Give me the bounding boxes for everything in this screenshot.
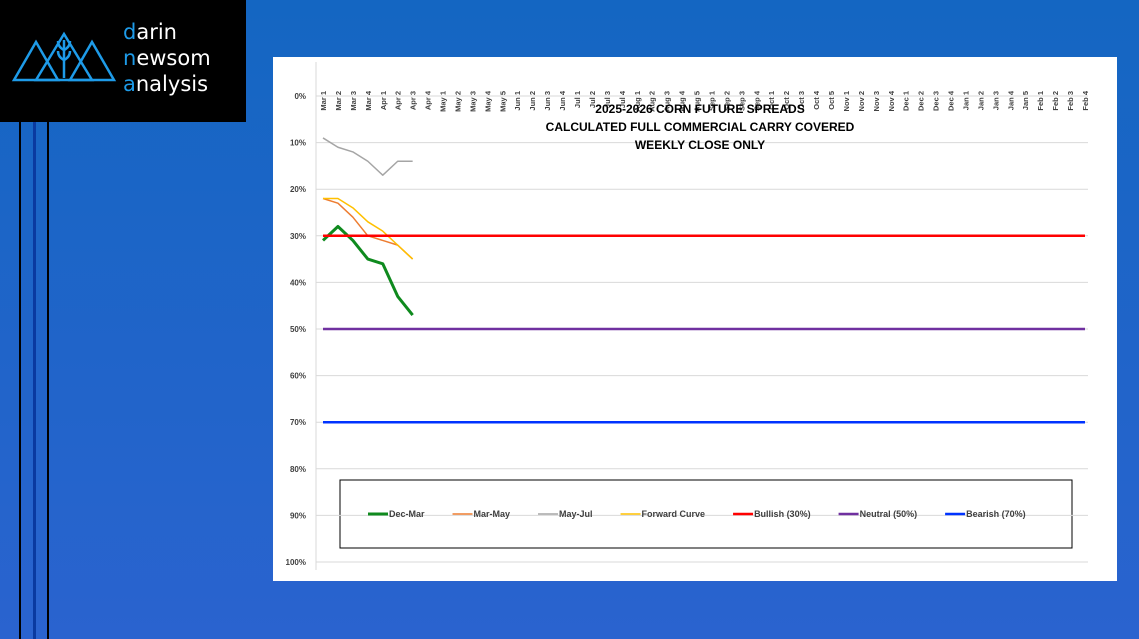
x-tick-label: Aug 4 [678, 90, 687, 112]
chart-title: 2025-2026 CORN FUTURE SPREADS [595, 102, 804, 116]
x-tick-label: Sep 4 [752, 90, 761, 111]
x-tick-label: Sep 2 [722, 91, 731, 111]
x-tick-label: Apr 4 [424, 90, 433, 110]
y-tick-label: 10% [290, 139, 306, 148]
x-tick-label: May 3 [468, 91, 477, 112]
x-tick-label: Dec 2 [917, 91, 926, 111]
x-tick-label: Jul 3 [603, 91, 612, 108]
x-tick-label: Oct 5 [827, 91, 836, 110]
x-tick-label: Mar 1 [319, 91, 328, 111]
legend-label: Mar-May [474, 509, 511, 519]
x-tick-label: Apr 2 [394, 91, 403, 110]
series-line [321, 224, 414, 316]
x-tick-label: Aug 5 [693, 91, 702, 112]
x-tick-label: Feb 1 [1036, 91, 1045, 111]
y-tick-label: 80% [290, 465, 306, 474]
x-tick-label: May 5 [498, 91, 507, 112]
logo: darin newsom analysis [0, 0, 246, 122]
x-tick-label: Nov 2 [857, 91, 866, 111]
x-tick-label: Oct 1 [767, 91, 776, 110]
x-tick-label: May 4 [483, 90, 492, 112]
x-tick-label: Nov 4 [887, 90, 896, 111]
x-tick-label: Nov 3 [872, 91, 881, 111]
x-tick-label: Aug 1 [633, 91, 642, 112]
series-line [323, 197, 414, 260]
x-tick-label: Nov 1 [842, 91, 851, 111]
x-tick-label: Apr 1 [379, 91, 388, 110]
x-tick-label: Jul 1 [573, 91, 582, 108]
x-tick-label: Feb 4 [1081, 90, 1090, 110]
left-rules [0, 0, 60, 639]
x-tick-label: Jan 3 [991, 91, 1000, 110]
x-tick-label: Jan 5 [1021, 91, 1030, 110]
x-tick-label: Jan 2 [976, 91, 985, 110]
logo-icon [11, 31, 117, 82]
x-tick-label: Dec 4 [947, 90, 956, 111]
logo-text: darin [123, 20, 177, 44]
rule [19, 110, 21, 639]
x-tick-label: Oct 3 [797, 91, 806, 110]
x-tick-label: Jul 4 [618, 90, 627, 108]
legend-label: Dec-Mar [389, 509, 425, 519]
x-tick-label: Dec 3 [932, 91, 941, 111]
x-tick-label: Mar 4 [364, 90, 373, 110]
y-tick-label: 50% [290, 325, 306, 334]
x-tick-label: Jun 1 [513, 91, 522, 111]
x-tick-label: Jul 2 [588, 91, 597, 108]
y-tick-label: 40% [290, 278, 306, 287]
y-tick-label: 30% [290, 232, 306, 241]
x-tick-label: May 1 [439, 91, 448, 112]
y-tick-label: 60% [290, 372, 306, 381]
x-tick-label: Jun 2 [528, 91, 537, 111]
x-tick-label: Sep 3 [737, 91, 746, 111]
x-tick-label: Dec 1 [902, 91, 911, 111]
x-tick-label: Jun 3 [543, 91, 552, 111]
logo-text: analysis [123, 72, 209, 96]
x-tick-label: Jun 4 [558, 90, 567, 110]
x-tick-label: Sep 1 [707, 91, 716, 111]
x-tick-label: Jan 1 [961, 91, 970, 110]
y-tick-label: 0% [294, 92, 306, 101]
x-tick-label: Oct 2 [782, 91, 791, 110]
x-tick-label: Feb 2 [1051, 91, 1060, 111]
x-tick-label: Mar 3 [349, 91, 358, 111]
y-tick-label: 70% [290, 418, 306, 427]
legend-label: May-Jul [559, 509, 593, 519]
y-tick-label: 90% [290, 511, 306, 520]
chart-title: CALCULATED FULL COMMERCIAL CARRY COVERED [546, 120, 855, 134]
x-tick-label: Mar 2 [334, 91, 343, 111]
rule [47, 110, 49, 639]
x-tick-label: Apr 3 [409, 91, 418, 110]
x-tick-label: May 2 [453, 91, 462, 112]
legend-label: Bearish (70%) [966, 509, 1026, 519]
x-tick-label: Feb 3 [1066, 91, 1075, 111]
x-tick-label: Aug 3 [663, 91, 672, 112]
y-tick-label: 100% [286, 558, 306, 567]
x-tick-label: Oct 4 [812, 90, 821, 110]
legend-label: Bullish (30%) [754, 509, 811, 519]
rule [33, 110, 36, 639]
chart-title: WEEKLY CLOSE ONLY [635, 138, 765, 152]
legend-label: Forward Curve [642, 509, 706, 519]
x-tick-label: Jan 4 [1006, 90, 1015, 110]
x-tick-label: Aug 2 [648, 91, 657, 112]
legend-label: Neutral (50%) [860, 509, 918, 519]
logo-text: newsom [123, 46, 211, 70]
y-tick-label: 20% [290, 185, 306, 194]
series-line [322, 137, 413, 176]
